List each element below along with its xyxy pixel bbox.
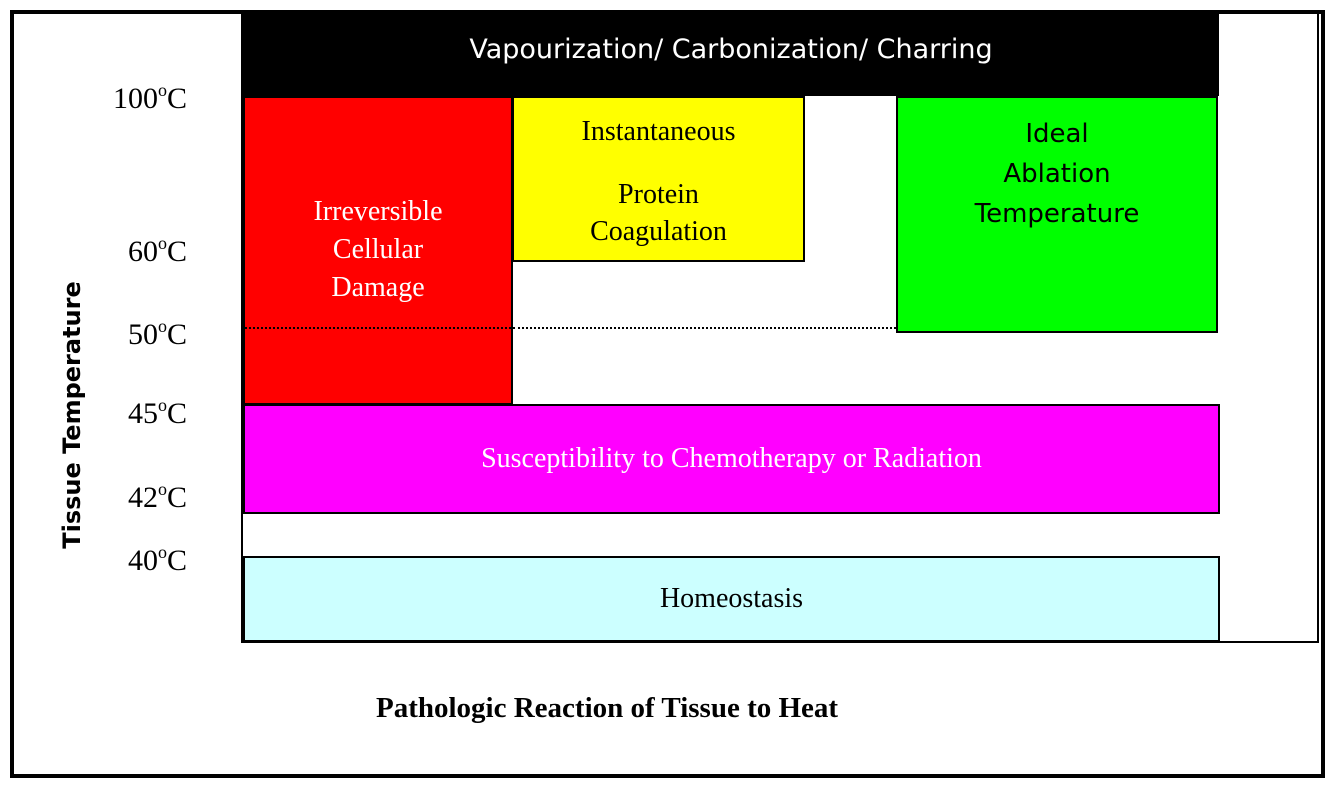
ideal-line-3: Temperature — [974, 199, 1140, 229]
ideal-line-1: Ideal — [1025, 119, 1089, 149]
x-axis-title: Pathologic Reaction of Tissue to Heat — [376, 692, 839, 724]
fifty-degree-dotted-line-right — [513, 327, 896, 329]
block-susceptibility: Susceptibility to Chemotherapy or Radiat… — [243, 404, 1220, 514]
temp-label-100: 100oC — [113, 80, 188, 115]
instantaneous-line-1: Instantaneous — [581, 116, 736, 147]
ideal-line-2: Ablation — [1003, 159, 1111, 189]
y-axis-title: Tissue Temperature — [58, 281, 86, 549]
temp-label-45: 45oC — [128, 395, 188, 430]
block-susceptibility-label: Susceptibility to Chemotherapy or Radiat… — [481, 443, 982, 474]
instantaneous-line-3: Coagulation — [590, 216, 727, 247]
block-protein-coagulation: Instantaneous Protein Coagulation — [512, 96, 805, 262]
temp-label-50: 50oC — [128, 316, 188, 351]
block-ideal-ablation: Ideal Ablation Temperature — [896, 96, 1218, 333]
temp-label-40: 40oC — [128, 542, 188, 577]
irreversible-line-3: Damage — [331, 272, 425, 303]
temp-label-42: 42oC — [128, 479, 188, 514]
block-irreversible-damage: Irreversible Cellular Damage — [243, 96, 513, 405]
block-homeostasis: Homeostasis — [243, 556, 1220, 642]
block-vapourization-label: Vapourization/ Carbonization/ Charring — [469, 34, 993, 65]
instantaneous-line-2: Protein — [618, 179, 699, 210]
fifty-degree-dotted-line-left — [245, 327, 511, 329]
temp-label-60: 60oC — [128, 233, 188, 268]
irreversible-line-1: Irreversible — [313, 196, 443, 227]
block-vapourization: Vapourization/ Carbonization/ Charring — [243, 14, 1219, 96]
irreversible-line-2: Cellular — [332, 234, 424, 265]
block-homeostasis-label: Homeostasis — [659, 583, 804, 614]
